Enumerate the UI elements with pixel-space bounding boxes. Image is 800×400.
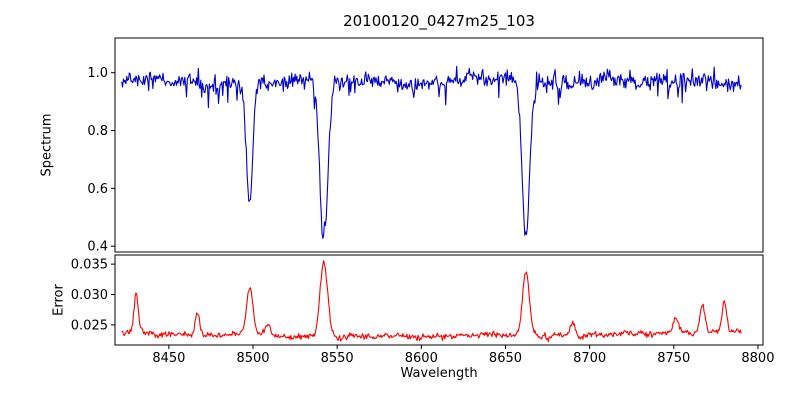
xtick-label: 8500 (236, 351, 269, 366)
error-ytick-label: 0.030 (71, 288, 108, 303)
x-axis-label: Wavelength (400, 366, 478, 381)
xtick-label: 8600 (405, 351, 438, 366)
spectrum-ytick-label: 0.8 (87, 124, 108, 139)
xtick-label: 8750 (657, 351, 690, 366)
spectrum-ytick-label: 1.0 (87, 66, 108, 81)
error-ytick-label: 0.025 (71, 318, 108, 333)
spectrum-ytick-label: 0.6 (87, 182, 108, 197)
error-y-axis-label: Error (51, 284, 67, 316)
error-ytick-label: 0.035 (71, 258, 108, 273)
spectrum-line (121, 65, 742, 240)
xtick-label: 8800 (741, 351, 774, 366)
xtick-label: 8450 (152, 351, 185, 366)
spectrum-series-group (121, 65, 742, 240)
error-series-group (121, 260, 742, 343)
chart-title: 20100120_0427m25_103 (343, 12, 535, 30)
xtick-label: 8650 (489, 351, 522, 366)
error-line (121, 260, 742, 343)
spectrum-y-axis-label: Spectrum (39, 113, 55, 177)
spectrum-axes-frame (114, 37, 764, 253)
xtick-label: 8700 (573, 351, 606, 366)
error-axes-frame (114, 254, 764, 346)
xtick-label: 8550 (321, 351, 354, 366)
spectrum-ytick-label: 0.4 (87, 240, 108, 255)
